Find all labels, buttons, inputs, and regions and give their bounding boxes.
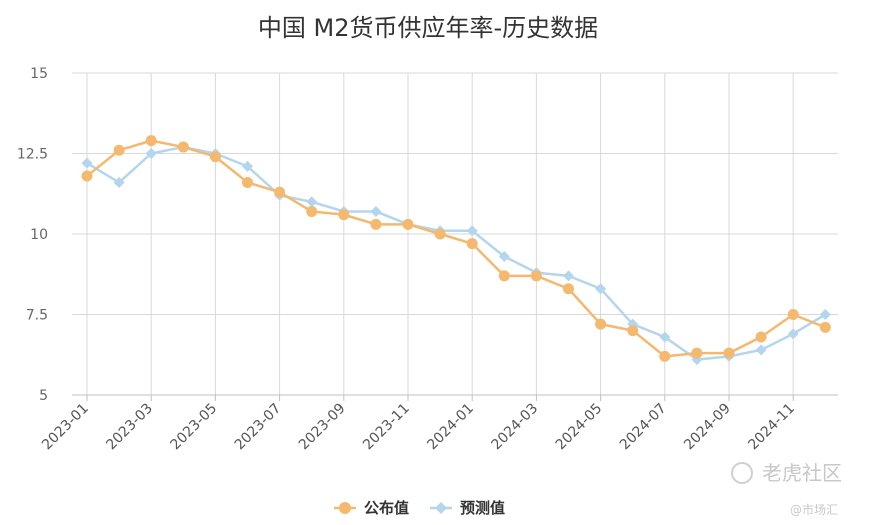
y-tick-label: 10 [30,227,48,243]
watermark-sub: @市场汇 [790,502,838,517]
data-point[interactable] [755,331,767,343]
data-point[interactable] [723,347,735,359]
data-point[interactable] [113,144,125,156]
watermark: 老虎社区 @市场汇 [731,461,842,517]
y-tick-label: 7.5 [26,308,48,324]
data-point[interactable] [659,331,671,343]
legend-label: 预测值 [460,499,505,517]
data-point[interactable] [659,350,671,362]
data-point[interactable] [691,347,703,359]
data-point[interactable] [81,170,93,182]
data-point[interactable] [498,270,510,282]
legend-label: 公布值 [364,499,409,517]
data-point[interactable] [819,321,831,333]
series-line [86,139,826,358]
series-layer [81,135,831,366]
x-tick-label: 2023-09 [296,401,349,454]
y-tick-label: 12.5 [17,147,48,163]
data-point[interactable] [755,344,767,356]
data-point[interactable] [306,205,318,217]
series-line [86,145,826,361]
data-point[interactable] [145,148,157,159]
watermark-text: 老虎社区 [762,461,842,485]
y-tick-label: 5 [39,388,48,404]
data-point[interactable] [370,218,382,230]
data-point[interactable] [595,318,607,330]
data-point[interactable] [466,225,478,237]
data-point[interactable] [434,228,446,240]
x-tick-label: 2023-03 [103,401,156,454]
legend-marker [339,502,351,514]
data-point[interactable] [81,157,93,169]
legend-item-forecast[interactable]: 预测值 [430,499,505,517]
x-tick-label: 2023-01 [39,401,92,454]
grid [72,72,838,401]
x-tick-label: 2023-05 [168,401,221,454]
data-point[interactable] [306,196,318,208]
data-point[interactable] [627,325,639,337]
chart-title: 中国 M2货币供应年率-历史数据 [258,14,598,42]
tiger-logo-icon [731,462,753,484]
x-axis: 2023-01 2023-03 2023-05 2023-07 2023-09 2023-… [39,401,798,454]
data-point[interactable] [563,270,574,282]
data-point[interactable] [498,251,510,263]
data-point[interactable] [113,176,125,188]
data-point[interactable] [242,176,253,188]
series-actual [81,135,831,362]
x-tick-label: 2024-01 [424,401,477,454]
x-tick-label: 2023-07 [232,401,285,454]
data-point[interactable] [563,283,574,295]
x-tick-label: 2023-11 [360,401,413,454]
y-tick-label: 15 [30,66,48,82]
data-point[interactable] [145,135,157,147]
legend[interactable]: 公布值 预测值 [334,499,505,517]
data-point[interactable] [819,309,831,320]
data-point[interactable] [787,328,799,340]
data-point[interactable] [177,141,189,153]
legend-marker [435,502,447,514]
legend-item-actual[interactable]: 公布值 [334,499,409,517]
x-tick-label: 2024-09 [681,401,734,454]
data-point[interactable] [242,160,253,172]
data-point[interactable] [787,309,799,320]
series-forecast [81,141,831,366]
data-point[interactable] [530,270,542,282]
x-tick-label: 2024-11 [745,401,798,454]
data-point[interactable] [370,205,382,217]
x-tick-label: 2024-03 [489,401,542,454]
data-point[interactable] [274,186,286,198]
data-point[interactable] [209,151,221,163]
data-point[interactable] [466,238,478,250]
y-axis: 15 12.5 10 7.5 5 [17,66,48,404]
x-tick-label: 2024-07 [617,401,670,454]
data-point[interactable] [595,283,607,295]
x-tick-label: 2024-05 [553,401,606,454]
data-point[interactable] [338,209,350,221]
data-point[interactable] [402,218,414,230]
